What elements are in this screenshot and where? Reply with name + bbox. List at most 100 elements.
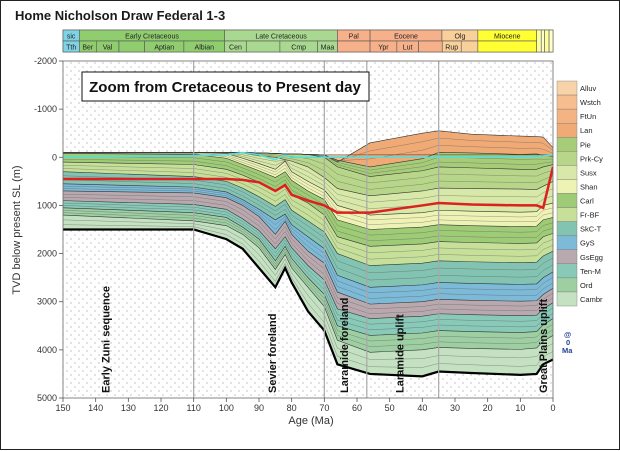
x-tick-label: 10: [515, 403, 525, 413]
x-tick-label: 40: [417, 403, 427, 413]
x-tick-label: 20: [483, 403, 493, 413]
x-tick-label: 0: [550, 403, 555, 413]
time-scale-stage-label: Tth: [66, 45, 76, 52]
time-scale: sic Early Cretaceous Late Cretaceous Pal Eoc…: [62, 29, 554, 53]
legend-swatch-prk-cy: [556, 151, 578, 166]
time-scale-label: Miocene: [494, 34, 521, 41]
layer-fr-bf: [63, 162, 553, 266]
event-labels: Early Zuni sequence Sevier foreland Larami…: [100, 286, 550, 393]
time-scale-tail-cell: [544, 29, 550, 53]
time-scale-label: Late Cretaceous: [255, 34, 307, 41]
x-tick-label: 140: [88, 403, 103, 413]
time-scale-stage-label: Albian: [195, 45, 215, 52]
time-scale-stage-cell: [118, 40, 145, 53]
layer-ten-m: [63, 200, 553, 336]
event-label: Great Plains uplift: [538, 299, 550, 393]
legend-swatch-gsegg: [556, 249, 578, 265]
x-tick-label: 30: [450, 403, 460, 413]
legend-swatch-ten-m: [556, 263, 578, 279]
plot-border: [62, 60, 554, 399]
legend-label-susx: Susx: [580, 168, 597, 177]
zoom-annotation-box: [81, 71, 370, 102]
time-scale-stage-label: Ber: [82, 45, 94, 52]
legend-swatch-carl: [556, 193, 578, 208]
event-label: Laramide foreland: [339, 298, 351, 393]
legend-swatch-skc-t: [556, 221, 578, 236]
legend-label-ten-m: Ten-M: [580, 267, 601, 276]
sea-level-line: [63, 151, 553, 161]
time-scale-stage-cell: [224, 40, 247, 53]
legend-label-skc-t: SkC-T: [580, 225, 602, 234]
time-scale-label: Early Cretaceous: [125, 34, 179, 41]
legend-swatch-pie: [556, 137, 578, 152]
legend-label-carl: Carl: [580, 197, 594, 206]
time-scale-stage-cell: [96, 40, 120, 53]
legend-label-gys: GyS: [580, 239, 595, 248]
time-scale-stage-cell: [396, 40, 419, 53]
y-axis: -2000 -1000 0 1000 2000 3000 4000 5000: [34, 56, 63, 403]
x-tick-label: 120: [153, 403, 168, 413]
x-tick-label: 70: [319, 403, 329, 413]
red-horizon-line: [63, 166, 553, 214]
event-lines: [193, 61, 440, 398]
legend-swatch-shan: [556, 179, 578, 194]
legend-label-shan: Shan: [580, 182, 598, 191]
legend-label-lan: Lan: [580, 126, 593, 135]
legend-swatch-wstch: [556, 94, 578, 110]
time-scale-stage-cell: [477, 40, 537, 53]
time-scale-stage-cell: [441, 40, 462, 53]
legend: Alluv Wstch FtUn Lan Pie Prk-Cy Susx Shan Carl Fr…: [556, 80, 603, 307]
legend-note: @ 0 Ma: [562, 330, 573, 355]
x-tick-label: 130: [121, 403, 136, 413]
y-tick-label: 0: [52, 152, 57, 162]
legend-label-ftun: FtUn: [580, 112, 596, 121]
time-scale-stage-cell: [245, 40, 281, 53]
legend-swatch-ord: [556, 277, 578, 293]
legend-swatch-fr-bf: [556, 207, 578, 222]
layer-ord: [63, 207, 553, 353]
y-axis-label: TVD below present SL (m): [11, 165, 23, 294]
time-scale-label: Eocene: [394, 34, 418, 41]
time-scale-label: Pal: [349, 34, 360, 41]
x-tick-label: 60: [352, 403, 362, 413]
x-tick-label: 150: [55, 403, 70, 413]
time-scale-stage-cell: [317, 40, 338, 53]
y-tick-label: 2000: [37, 249, 57, 259]
x-tick-label: 110: [186, 403, 200, 413]
zoom-annotation: Zoom from Cretaceous to Present day: [81, 71, 370, 102]
legend-label-gsegg: GsEgg: [580, 253, 603, 262]
layer-pie: [63, 152, 553, 177]
legend-label-fr-bf: Fr-BF: [580, 211, 600, 220]
x-tick-label: 80: [287, 403, 297, 413]
layer-gsegg: [63, 190, 553, 319]
y-tick-label: 5000: [37, 393, 57, 403]
legend-swatch-cambr: [556, 291, 578, 307]
legend-label-alluv: Alluv: [580, 84, 597, 93]
legend-label-prk-cy: Prk-Cy: [580, 154, 603, 163]
event-label: Sevier foreland: [267, 314, 279, 393]
zoom-annotation-text: Zoom from Cretaceous to Present day: [89, 79, 361, 96]
legend-label-ord: Ord: [580, 281, 593, 290]
layer-cambr: [63, 215, 553, 377]
time-scale-stage-label: Lut: [403, 45, 413, 52]
time-scale-stage-label: Rup: [445, 45, 458, 52]
legend-swatch-gys: [556, 235, 578, 250]
time-scale-stage-label: Maa: [321, 45, 335, 52]
time-scale-top-row: sic Early Cretaceous Late Cretaceous Pal Eoc…: [62, 29, 537, 42]
x-tick-label: 100: [219, 403, 234, 413]
event-label: Early Zuni sequence: [100, 286, 112, 393]
y-tick-label: -2000: [34, 56, 57, 66]
event-label: Laramide uplift: [394, 314, 406, 393]
time-scale-stage-label: Val: [103, 45, 113, 52]
legend-swatch-ftun: [556, 108, 578, 124]
y-tick-label: 1000: [37, 200, 57, 210]
time-scale-stage-label: Cmp: [291, 45, 306, 52]
time-scale-tail-cell: [536, 29, 542, 53]
layer-susx: [63, 152, 553, 216]
layer-skc-t: [63, 171, 553, 288]
time-scale-tail-cell: [548, 29, 554, 53]
legend-swatch-susx: [556, 165, 578, 180]
time-scale-label: sic: [67, 34, 76, 41]
time-scale-label: Olg: [454, 34, 465, 41]
